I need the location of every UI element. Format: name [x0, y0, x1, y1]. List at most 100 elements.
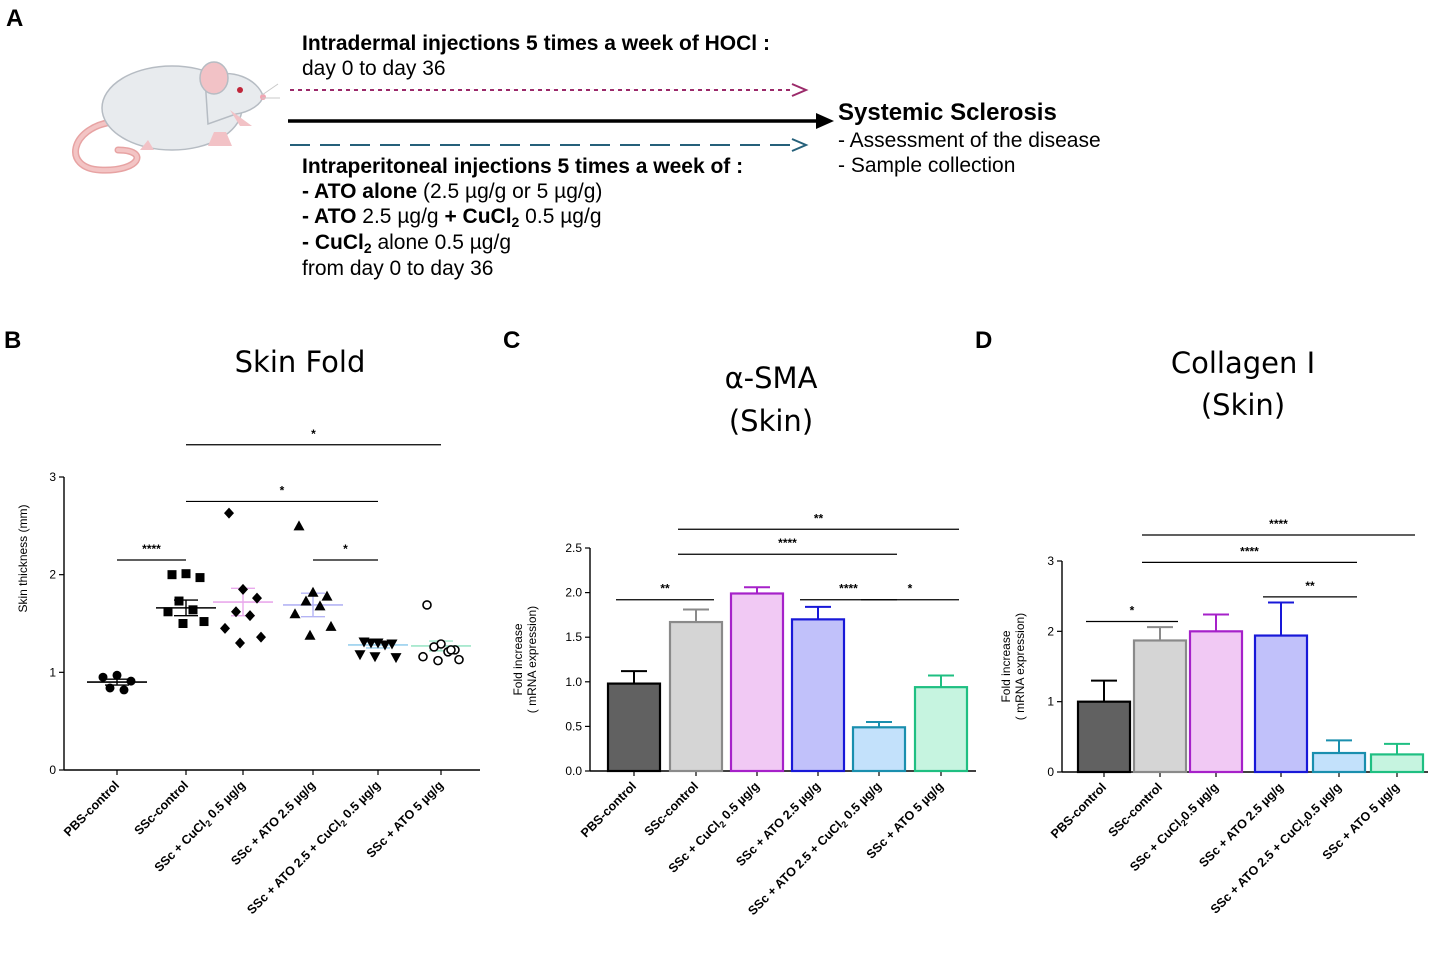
- data-point: [300, 595, 312, 606]
- bar: [1253, 634, 1309, 774]
- significance-label: **: [1305, 579, 1315, 593]
- outcome-item-2: - Sample collection: [838, 154, 1015, 177]
- ip-line-3-sub: 2: [364, 240, 372, 256]
- hocl-period: day 0 to day 36: [302, 57, 446, 80]
- data-point: [293, 520, 305, 531]
- y-tick-label: 0: [1047, 765, 1054, 779]
- ip-arrow-head: [791, 138, 809, 152]
- data-point: [238, 583, 248, 595]
- x-category-label: SSc-control: [642, 779, 702, 839]
- significance-label: **: [814, 511, 824, 525]
- ip-line-2-rest: 2.5 µg/g: [356, 205, 444, 228]
- bar: [851, 726, 907, 773]
- ip-line-3-bold: - CuCl: [302, 231, 364, 254]
- data-point: [231, 606, 241, 618]
- y-axis-label: Skin thickness (mm): [16, 504, 30, 612]
- y-tick-label: 3: [1047, 554, 1054, 568]
- data-point: [220, 622, 230, 634]
- significance-label: *: [1130, 603, 1135, 617]
- data-point: [235, 637, 245, 649]
- ip-line-3-rest: alone 0.5 µg/g: [372, 231, 511, 254]
- outcome-item-1: - Assessment of the disease: [838, 129, 1101, 152]
- hocl-arrow-head: [791, 83, 809, 97]
- bar: [1188, 630, 1244, 774]
- significance-label: *: [908, 582, 913, 596]
- ip-line-1: - ATO alone (2.5 µg/g or 5 µg/g): [302, 180, 602, 203]
- y-tick-label: 0.0: [565, 764, 582, 778]
- data-point: [174, 596, 184, 606]
- panel-c-subtitle: (Skin): [729, 404, 813, 438]
- significance-label: ****: [778, 536, 797, 550]
- y-axis-label: Fold increase: [511, 623, 525, 695]
- ip-line-2-sub: 2: [512, 214, 520, 230]
- y-axis-label: Fold increase: [999, 630, 1013, 702]
- data-point: [163, 607, 173, 617]
- data-point: [307, 586, 319, 597]
- panel-d-title: Collagen I: [1171, 346, 1315, 380]
- bar: [1132, 639, 1188, 774]
- data-point: [167, 570, 177, 580]
- data-point: [429, 642, 439, 652]
- y-tick-label: 1: [1047, 695, 1054, 709]
- y-tick-label: 2.0: [565, 586, 582, 600]
- y-tick-label: 1.5: [565, 630, 582, 644]
- y-axis-label-2: ( mRNA expression): [1013, 613, 1027, 720]
- data-point: [188, 605, 198, 615]
- mouse-illustration: [72, 61, 280, 174]
- y-tick-label: 1: [49, 665, 56, 679]
- y-tick-label: 1.0: [565, 675, 582, 689]
- data-point: [325, 620, 337, 631]
- data-point: [178, 619, 188, 628]
- x-category-label: PBS-control: [1048, 780, 1109, 841]
- ip-line-1-rest: (2.5 µg/g or 5 µg/g): [417, 180, 602, 203]
- data-point: [321, 590, 333, 601]
- data-point: [304, 629, 316, 640]
- ip-line-2-rest2: 0.5 µg/g: [519, 205, 601, 228]
- bar: [1369, 753, 1425, 774]
- panel-d-subtitle: (Skin): [1201, 388, 1285, 422]
- panel-b-title: Skin Fold: [235, 345, 366, 379]
- ip-line-3: - CuCl2 alone 0.5 µg/g: [302, 231, 511, 256]
- panel-c-label: C: [503, 327, 520, 354]
- y-tick-label: 2: [49, 568, 56, 582]
- significance-label: ****: [1240, 544, 1259, 558]
- x-category-label: PBS-control: [578, 779, 639, 840]
- significance-label: *: [280, 483, 285, 497]
- data-point: [256, 631, 266, 643]
- significance-label: ****: [142, 542, 161, 556]
- panel-b-label: B: [4, 327, 21, 354]
- data-point: [454, 654, 464, 665]
- data-point: [112, 670, 122, 680]
- data-point: [126, 676, 136, 686]
- bar: [1311, 751, 1367, 774]
- data-point: [98, 672, 108, 682]
- significance-label: **: [660, 582, 670, 596]
- data-point: [379, 640, 391, 651]
- data-point: [354, 650, 366, 661]
- x-category-label: SSc-control: [132, 778, 192, 838]
- hocl-title: Intradermal injections 5 times a week of…: [302, 32, 770, 55]
- ip-period: from day 0 to day 36: [302, 257, 493, 280]
- panel-d-label: D: [975, 327, 992, 354]
- chart-c: 0.0 0.5 1.0 1.5 2.0 2.5 PBS-control SSc-control…: [511, 511, 976, 919]
- x-category-label: SSc + ATO 2.5 + CuCl2 0.5 µg/g: [745, 779, 885, 919]
- panel-c-title: α-SMA: [725, 361, 818, 395]
- data-point: [105, 683, 115, 693]
- x-category-label: PBS-control: [61, 778, 122, 839]
- data-point: [446, 645, 456, 655]
- significance-label: *: [311, 427, 316, 441]
- data-point: [418, 651, 428, 662]
- significance-label: ****: [1269, 517, 1288, 531]
- data-point: [390, 653, 402, 664]
- x-category-label: SSc-control: [1106, 780, 1166, 840]
- data-point: [422, 600, 432, 610]
- y-tick-label: 3: [49, 470, 56, 484]
- y-tick-label: 0: [49, 763, 56, 777]
- data-point: [369, 652, 381, 663]
- y-tick-label: 0.5: [565, 719, 582, 733]
- y-axis-label-2: ( mRNA expression): [525, 606, 539, 713]
- data-point: [314, 600, 326, 611]
